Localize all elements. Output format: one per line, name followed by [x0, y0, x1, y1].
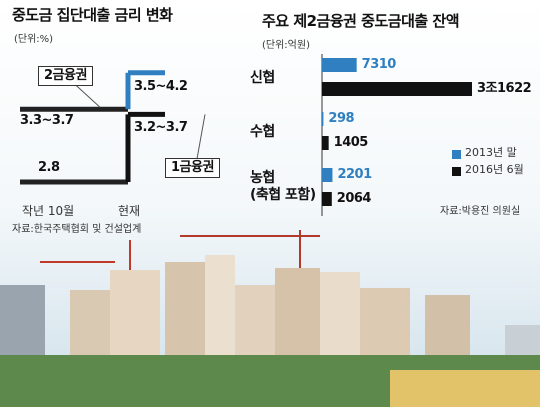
bar [322, 112, 324, 126]
unit: (단위:억원) [262, 40, 310, 51]
value-label: 2064 [336, 191, 372, 206]
value-label: 2201 [337, 167, 372, 182]
buildings [0, 230, 540, 407]
chart-title: 주요 제2금융권 중도금대출 잔액 [262, 12, 460, 30]
legend-swatch [452, 167, 461, 176]
unit: (단위:%) [14, 34, 54, 45]
bar [322, 192, 332, 206]
legend-label: 2016년 6월 [465, 163, 524, 176]
value-label: 3.2~3.7 [134, 120, 188, 136]
source: 자료:박용진 의원실 [440, 206, 521, 217]
value-label: 1405 [333, 135, 369, 150]
y-tick-label: 수협 [250, 124, 275, 140]
value-label: 7310 [361, 57, 397, 72]
y-tick-label: 농협 (축협 포함) [250, 170, 316, 203]
x-tick-label: 작년 10월 [22, 204, 75, 218]
legend-label: 2013년 말 [465, 146, 517, 159]
legend-label: 2금융권 [38, 66, 93, 86]
x-tick-label: 현재 [118, 204, 141, 218]
y-tick-label: 신협 [250, 70, 275, 86]
value-label: 298 [328, 111, 355, 126]
legend-swatch [452, 150, 461, 159]
value-label: 3.5~4.2 [134, 78, 188, 94]
source: 자료:한국주택협회 및 건설업계 [12, 224, 142, 235]
bar [322, 58, 357, 72]
value-label: 3.3~3.7 [20, 113, 74, 129]
value-label: 3조1622 [477, 81, 532, 96]
value-label: 2.8 [38, 160, 60, 175]
bar [322, 136, 329, 150]
bar [322, 82, 472, 96]
bar [322, 168, 333, 182]
legend-label: 1금융권 [165, 158, 220, 178]
chart-title: 중도금 집단대출 금리 변화 [12, 6, 173, 24]
